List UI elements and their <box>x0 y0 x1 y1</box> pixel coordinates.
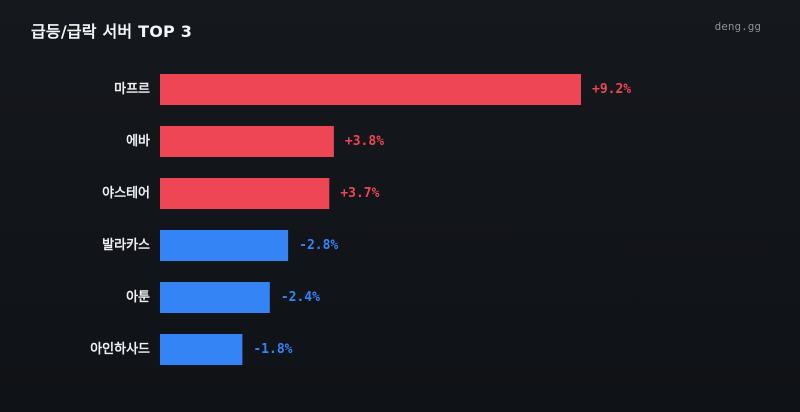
value-label: +3.7% <box>340 186 379 201</box>
category-label: 마프르 <box>114 81 150 97</box>
bar <box>160 282 270 313</box>
brand-label: deng.gg <box>714 20 761 33</box>
value-label: -2.4% <box>281 290 320 305</box>
bar <box>160 230 289 261</box>
category-label: 아인하사드 <box>90 341 150 357</box>
value-label: +9.2% <box>592 82 631 97</box>
value-label: -2.8% <box>299 238 338 253</box>
value-label: +3.8% <box>345 134 384 149</box>
chart-title: 급등/급락 서버 TOP 3 <box>31 22 193 41</box>
bar <box>160 178 330 209</box>
bar <box>160 334 243 365</box>
category-label: 야스테어 <box>102 185 150 201</box>
value-label: -1.8% <box>253 342 292 357</box>
bar <box>160 126 334 157</box>
bar <box>160 74 581 105</box>
category-label: 아툰 <box>126 289 150 305</box>
category-label: 에바 <box>126 133 150 149</box>
category-label: 발라카스 <box>102 237 150 253</box>
